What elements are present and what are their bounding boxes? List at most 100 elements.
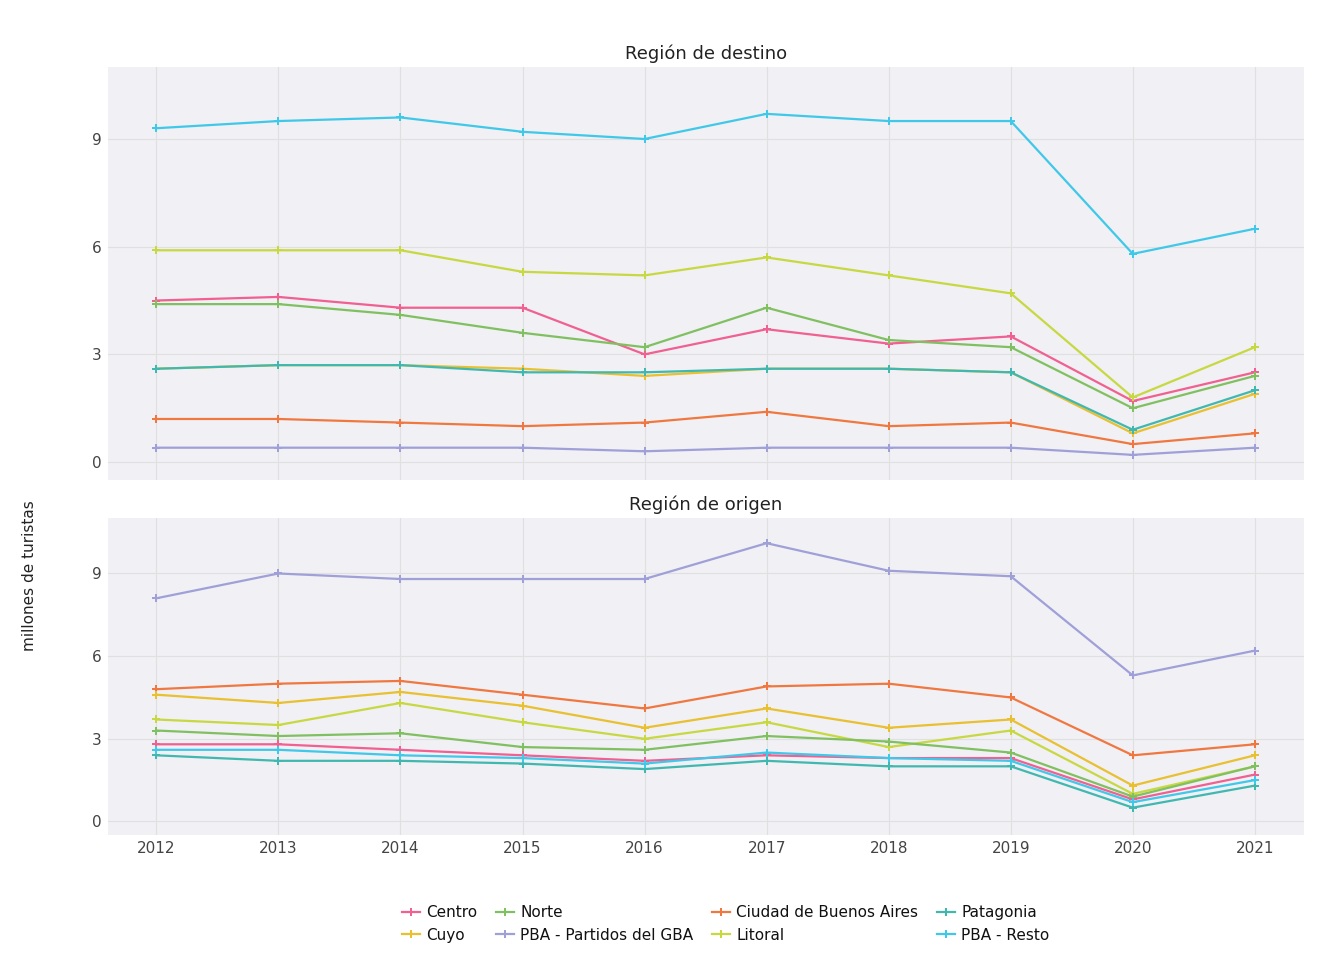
- Norte: [758, 731, 774, 742]
- PBA - Partidos del GBA: [1003, 442, 1019, 453]
- Patagonia: [270, 756, 286, 767]
- Litoral: [270, 719, 286, 731]
- Line: PBA - Resto: PBA - Resto: [152, 746, 1259, 806]
- PBA - Partidos del GBA: [392, 442, 409, 453]
- Centro: [880, 753, 896, 764]
- Litoral: [1003, 725, 1019, 736]
- Litoral: [758, 716, 774, 728]
- Patagonia: [637, 367, 653, 378]
- Patagonia: [392, 756, 409, 767]
- Cuyo: [758, 363, 774, 374]
- Line: Ciudad de Buenos Aires: Ciudad de Buenos Aires: [152, 408, 1259, 448]
- Norte: [1247, 371, 1263, 382]
- PBA - Resto: [1003, 115, 1019, 127]
- PBA - Partidos del GBA: [515, 573, 531, 585]
- PBA - Partidos del GBA: [148, 442, 164, 453]
- Litoral: [392, 697, 409, 708]
- Litoral: [1247, 760, 1263, 772]
- Title: Región de destino: Región de destino: [625, 44, 786, 62]
- Cuyo: [392, 686, 409, 698]
- Line: Norte: Norte: [152, 300, 1259, 413]
- Patagonia: [515, 757, 531, 769]
- Centro: [515, 750, 531, 761]
- Line: PBA - Resto: PBA - Resto: [152, 109, 1259, 258]
- Line: Patagonia: Patagonia: [152, 751, 1259, 812]
- Ciudad de Buenos Aires: [637, 417, 653, 428]
- Norte: [637, 342, 653, 353]
- Litoral: [1003, 288, 1019, 300]
- Centro: [1247, 367, 1263, 378]
- Ciudad de Buenos Aires: [515, 420, 531, 432]
- Ciudad de Buenos Aires: [1003, 417, 1019, 428]
- Line: PBA - Partidos del GBA: PBA - Partidos del GBA: [152, 444, 1259, 459]
- PBA - Resto: [515, 753, 531, 764]
- Patagonia: [1003, 760, 1019, 772]
- Cuyo: [1003, 367, 1019, 378]
- PBA - Resto: [1125, 248, 1141, 259]
- Line: PBA - Partidos del GBA: PBA - Partidos del GBA: [152, 539, 1259, 680]
- Norte: [270, 299, 286, 310]
- Patagonia: [1125, 802, 1141, 813]
- Patagonia: [880, 760, 896, 772]
- Cuyo: [880, 722, 896, 733]
- PBA - Partidos del GBA: [758, 442, 774, 453]
- Centro: [1247, 769, 1263, 780]
- Litoral: [637, 733, 653, 745]
- PBA - Partidos del GBA: [637, 573, 653, 585]
- Cuyo: [1247, 750, 1263, 761]
- Patagonia: [148, 363, 164, 374]
- PBA - Resto: [270, 744, 286, 756]
- PBA - Resto: [148, 123, 164, 134]
- Line: Cuyo: Cuyo: [152, 361, 1259, 438]
- Litoral: [148, 245, 164, 256]
- PBA - Partidos del GBA: [880, 442, 896, 453]
- Centro: [148, 738, 164, 750]
- Norte: [148, 299, 164, 310]
- PBA - Resto: [758, 108, 774, 120]
- PBA - Partidos del GBA: [392, 573, 409, 585]
- Line: Ciudad de Buenos Aires: Ciudad de Buenos Aires: [152, 677, 1259, 759]
- Litoral: [637, 270, 653, 281]
- Centro: [392, 302, 409, 314]
- PBA - Resto: [880, 115, 896, 127]
- PBA - Resto: [758, 747, 774, 758]
- Ciudad de Buenos Aires: [1125, 750, 1141, 761]
- Patagonia: [392, 359, 409, 371]
- Ciudad de Buenos Aires: [515, 689, 531, 701]
- Norte: [270, 731, 286, 742]
- Litoral: [392, 245, 409, 256]
- PBA - Partidos del GBA: [1125, 449, 1141, 461]
- Patagonia: [1247, 780, 1263, 791]
- Centro: [1003, 753, 1019, 764]
- Centro: [270, 738, 286, 750]
- Centro: [637, 348, 653, 360]
- Cuyo: [758, 703, 774, 714]
- Ciudad de Buenos Aires: [1125, 439, 1141, 450]
- Cuyo: [637, 371, 653, 382]
- Ciudad de Buenos Aires: [270, 678, 286, 689]
- PBA - Partidos del GBA: [758, 538, 774, 549]
- Norte: [880, 334, 896, 346]
- PBA - Resto: [1125, 797, 1141, 808]
- Litoral: [880, 741, 896, 753]
- Centro: [880, 338, 896, 349]
- Cuyo: [270, 359, 286, 371]
- Centro: [758, 324, 774, 335]
- PBA - Resto: [637, 757, 653, 769]
- Patagonia: [637, 763, 653, 775]
- Line: Centro: Centro: [152, 293, 1259, 405]
- Norte: [1247, 760, 1263, 772]
- Cuyo: [148, 363, 164, 374]
- Ciudad de Buenos Aires: [148, 684, 164, 695]
- PBA - Partidos del GBA: [148, 592, 164, 604]
- Cuyo: [515, 363, 531, 374]
- Cuyo: [270, 697, 286, 708]
- Patagonia: [758, 363, 774, 374]
- Litoral: [1125, 788, 1141, 800]
- Litoral: [758, 252, 774, 263]
- Cuyo: [1003, 713, 1019, 725]
- PBA - Partidos del GBA: [880, 565, 896, 577]
- Patagonia: [880, 363, 896, 374]
- PBA - Partidos del GBA: [270, 442, 286, 453]
- Norte: [1125, 791, 1141, 803]
